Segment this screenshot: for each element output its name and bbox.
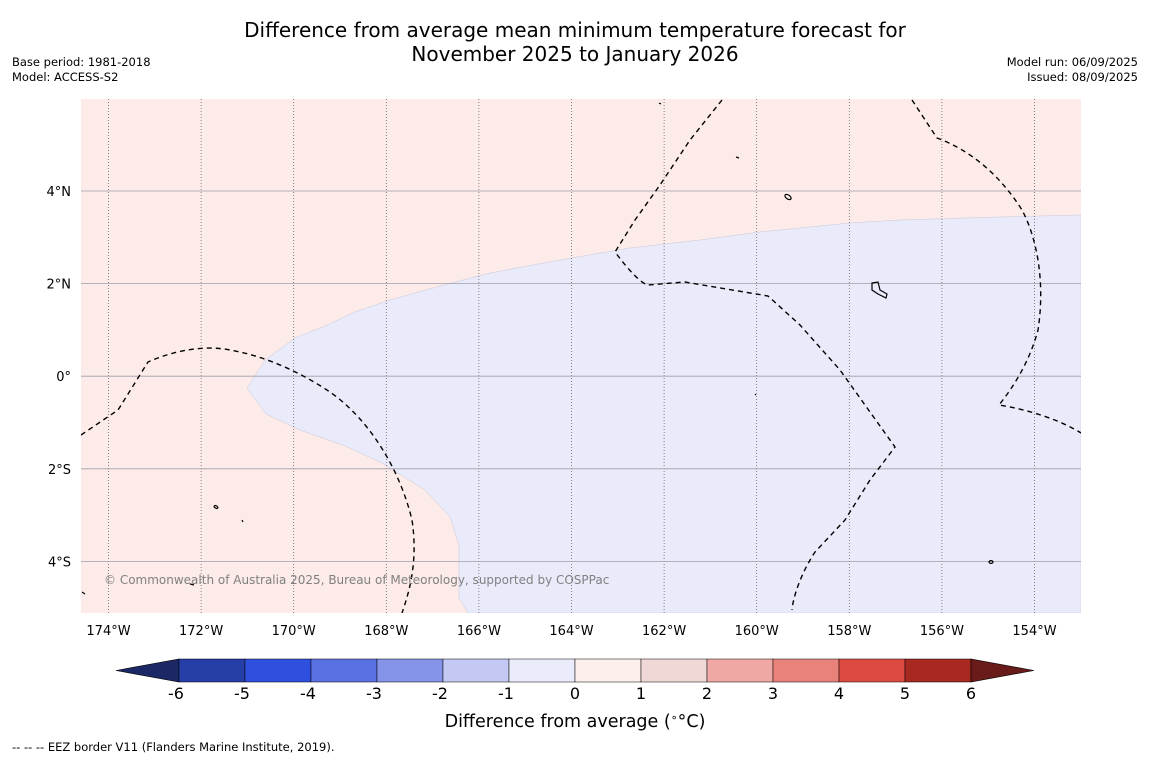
colorbar-tick-label: -4 — [300, 684, 316, 703]
longitude-tick-label: 158°W — [827, 624, 871, 639]
run-info: Model run: 06/09/2025 Issued: 08/09/2025 — [1007, 55, 1138, 85]
colorbar-segment — [178, 658, 246, 683]
model-info: Base period: 1981-2018 Model: ACCESS-S2 — [12, 55, 151, 85]
latitude-tick-label: 4°N — [47, 185, 72, 200]
colorbar-under-arrow — [115, 658, 180, 683]
colorbar-tick-label: -1 — [498, 684, 514, 703]
latitude-tick-label: 0° — [56, 370, 71, 385]
colorbar-tick-label: 5 — [900, 684, 910, 703]
colorbar-tick-label: 3 — [768, 684, 778, 703]
eez-border-east — [911, 99, 1081, 434]
map-title-line-2: November 2025 to January 2026 — [411, 42, 739, 66]
colorbar-tick-label: 1 — [636, 684, 646, 703]
colorbar-label: Difference from average (∘°C) — [445, 711, 706, 732]
colorbar-segment — [574, 658, 642, 683]
longitude-tick-label: 154°W — [1012, 624, 1056, 639]
island-kingman — [735, 156, 740, 159]
latitude-tick-label: 4°S — [48, 555, 71, 570]
colorbar-segment — [706, 658, 774, 683]
map-title: Difference from average mean minimum tem… — [0, 18, 1150, 66]
colorbar-tick-label: 2 — [702, 684, 712, 703]
colorbar-segment — [508, 658, 576, 683]
colorbar-over-arrow — [970, 658, 1035, 683]
latitude-tick-label: 2°N — [47, 278, 72, 293]
colorbar-segment — [838, 658, 906, 683]
longitude-tick-label: 170°W — [272, 624, 316, 639]
longitude-tick-label: 164°W — [549, 624, 593, 639]
colorbar-segment — [772, 658, 840, 683]
island-kiritimati — [871, 281, 888, 299]
base-period: Base period: 1981-2018 — [12, 55, 151, 69]
colorbar-tick-label: -5 — [234, 684, 250, 703]
eez-footnote: -- -- -- EEZ border V11 (Flanders Marine… — [12, 740, 335, 754]
island-howland — [658, 102, 662, 105]
island-southwest — [81, 591, 86, 595]
colorbar-tick-label: 4 — [834, 684, 844, 703]
island-enderbury — [213, 504, 219, 510]
issued-date: Issued: 08/09/2025 — [1027, 70, 1138, 84]
longitude-labels: 174°W 172°W 170°W 168°W 166°W 164°W 162°W 160°W… — [86, 624, 1056, 639]
colorbar-tick-label: -6 — [168, 684, 184, 703]
latitude-labels: 4°N 2°N 0° 2°S 4°S — [47, 185, 72, 570]
longitude-tick-label: 162°W — [642, 624, 686, 639]
longitude-tick-label: 172°W — [179, 624, 223, 639]
eez-borders — [81, 99, 1081, 613]
colorbar-segment — [640, 658, 708, 683]
colorbar-tick-label: 6 — [966, 684, 976, 703]
island-jarvis — [754, 393, 757, 396]
eez-border-north — [614, 99, 896, 611]
island-palmyra — [784, 193, 792, 201]
colorbar-segment — [376, 658, 444, 683]
island-birnie — [241, 519, 244, 523]
longitude-tick-label: 160°W — [735, 624, 779, 639]
island-malden — [988, 559, 994, 564]
map-panel: © Commonwealth of Australia 2025, Bureau… — [81, 99, 1081, 613]
colorbar-tick-label: -2 — [432, 684, 448, 703]
islands — [81, 102, 994, 595]
eez-border-west — [81, 347, 415, 613]
colorbar-tick-label: -3 — [366, 684, 382, 703]
colorbar-segment — [442, 658, 510, 683]
grid-lines — [81, 99, 1081, 613]
island-nikumaroro — [189, 583, 195, 586]
model-name: Model: ACCESS-S2 — [12, 70, 119, 84]
copyright-notice: © Commonwealth of Australia 2025, Bureau… — [104, 573, 609, 587]
colorbar-segment — [310, 658, 378, 683]
model-run-date: Model run: 06/09/2025 — [1006, 55, 1138, 69]
colorbar-tick-label: 0 — [570, 684, 580, 703]
colorbar-segment — [244, 658, 312, 683]
longitude-tick-label: 156°W — [920, 624, 964, 639]
longitude-tick-label: 168°W — [364, 624, 408, 639]
colorbar: -6 -5 -4 -3 -2 -1 0 1 2 3 4 5 6 — [115, 658, 1035, 703]
longitude-tick-label: 166°W — [457, 624, 501, 639]
latitude-tick-label: 2°S — [48, 463, 71, 478]
map-title-line-1: Difference from average mean minimum tem… — [244, 18, 906, 42]
longitude-tick-label: 174°W — [86, 624, 130, 639]
colorbar-segment — [904, 658, 972, 683]
